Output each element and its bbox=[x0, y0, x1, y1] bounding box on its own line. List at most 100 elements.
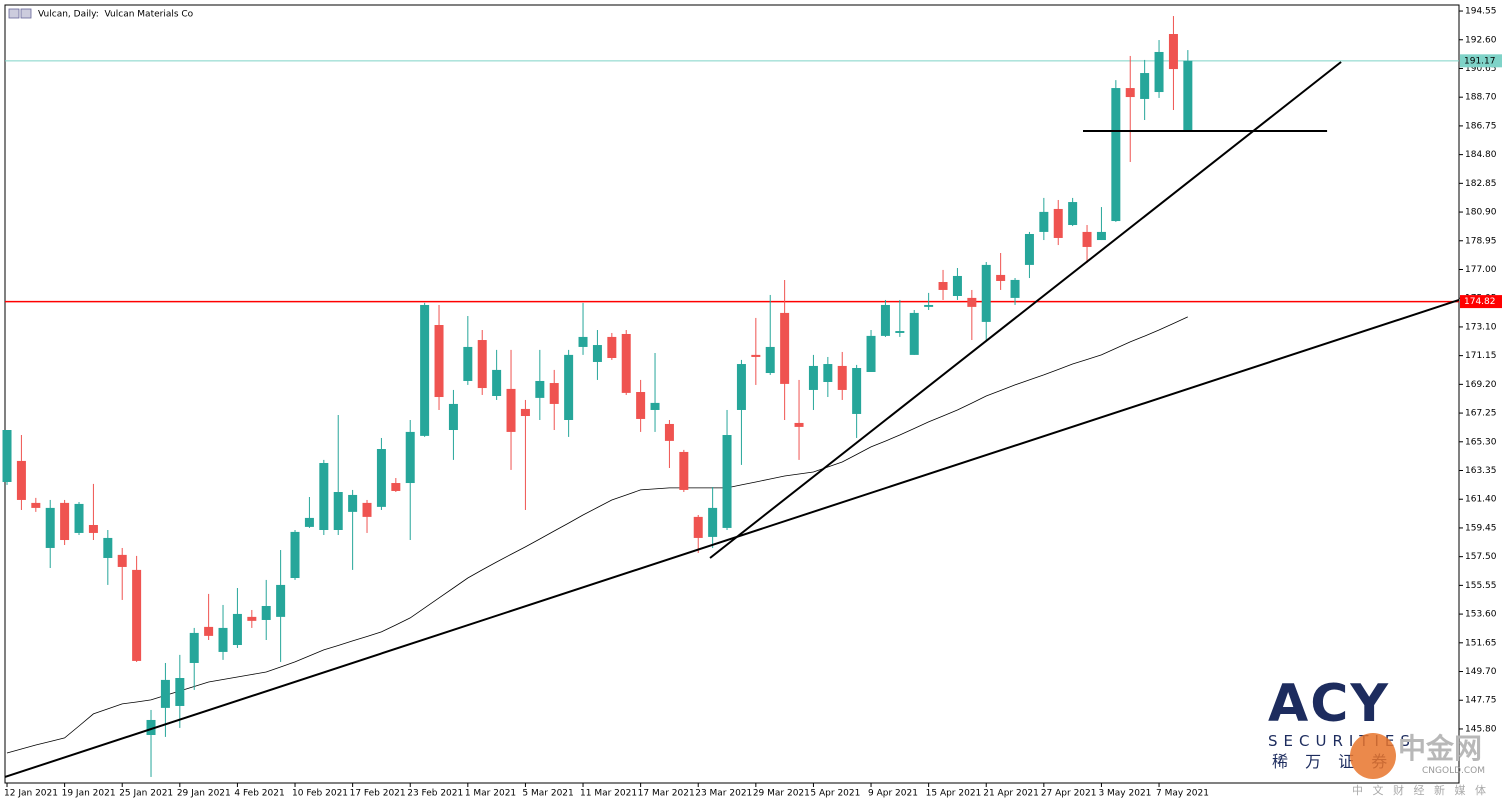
candle-body bbox=[664, 423, 674, 441]
x-tick-label: 15 Apr 2021 bbox=[926, 789, 982, 799]
candle-body bbox=[420, 304, 430, 436]
x-tick-label: 17 Mar 2021 bbox=[638, 789, 695, 799]
candle-body bbox=[535, 380, 545, 398]
candle-body bbox=[218, 627, 228, 652]
price-label: 191.17 bbox=[1464, 56, 1496, 66]
x-tick-label: 4 Feb 2021 bbox=[234, 789, 284, 799]
y-tick-label: 182.85 bbox=[1465, 179, 1497, 189]
candle-body bbox=[1082, 231, 1092, 247]
candle-body bbox=[103, 537, 113, 558]
y-tick-label: 173.10 bbox=[1465, 322, 1497, 332]
candle-body bbox=[88, 524, 98, 533]
candle-body bbox=[391, 483, 401, 491]
candle-body bbox=[448, 403, 458, 431]
candle-body bbox=[952, 275, 962, 296]
candle-body bbox=[232, 613, 242, 646]
candle-body bbox=[319, 462, 329, 530]
candle-body bbox=[333, 492, 343, 530]
candle-body bbox=[823, 364, 833, 382]
candle-body bbox=[1010, 279, 1020, 298]
y-tick-label: 192.60 bbox=[1465, 35, 1497, 45]
watermark-site: 中金网 bbox=[1398, 732, 1483, 765]
candle-body bbox=[852, 368, 862, 414]
candle-body bbox=[909, 312, 919, 355]
y-tick-label: 188.70 bbox=[1465, 93, 1497, 103]
chart-icon bbox=[8, 8, 20, 19]
watermark-slogan: 中 文 财 经 新 媒 体 bbox=[1352, 784, 1489, 797]
candle-body bbox=[592, 345, 602, 362]
candle-body bbox=[434, 325, 444, 398]
candle-body bbox=[204, 626, 214, 636]
price-label-box bbox=[1460, 295, 1502, 309]
candle-body bbox=[160, 679, 170, 708]
y-tick-label: 194.55 bbox=[1465, 7, 1497, 17]
candle-body bbox=[146, 719, 156, 735]
candle-body bbox=[693, 516, 703, 538]
candle-body bbox=[751, 354, 761, 357]
candle-body bbox=[981, 264, 991, 322]
candle-body bbox=[1168, 34, 1178, 70]
candle-body bbox=[708, 507, 718, 537]
x-tick-label: 29 Mar 2021 bbox=[753, 789, 810, 799]
candle-body bbox=[880, 304, 890, 336]
plot-frame bbox=[4, 4, 1460, 784]
y-tick-label: 186.75 bbox=[1465, 121, 1497, 131]
candle-body bbox=[2, 430, 12, 482]
candle-body bbox=[621, 333, 631, 393]
candle-body bbox=[132, 569, 142, 661]
candle-body bbox=[895, 331, 905, 333]
moving-average bbox=[6, 316, 1188, 754]
candle-body bbox=[1024, 233, 1034, 265]
candle-body bbox=[31, 502, 41, 508]
candle-body bbox=[304, 517, 314, 527]
candle-body bbox=[1154, 51, 1164, 93]
candle-body bbox=[996, 274, 1006, 281]
y-tick-label: 163.35 bbox=[1465, 466, 1497, 476]
y-tick-label: 177.00 bbox=[1465, 265, 1497, 275]
watermark-brand: ACY bbox=[1268, 674, 1391, 734]
candle-body bbox=[679, 451, 689, 490]
x-tick-label: 5 Apr 2021 bbox=[810, 789, 860, 799]
y-tick-label: 149.70 bbox=[1465, 667, 1497, 677]
chart-title: Vulcan, Daily: Vulcan Materials Co bbox=[38, 10, 194, 20]
y-tick-label: 178.95 bbox=[1465, 236, 1497, 246]
candle-body bbox=[60, 502, 70, 541]
candle-body bbox=[866, 335, 876, 372]
candle-body bbox=[938, 282, 948, 290]
candle-body bbox=[405, 431, 415, 484]
candle-body bbox=[492, 369, 502, 396]
candle-body bbox=[837, 365, 847, 390]
candle-body bbox=[780, 312, 790, 384]
candle-body bbox=[1053, 208, 1063, 238]
price-label: 174.82 bbox=[1464, 297, 1496, 307]
x-tick-label: 25 Jan 2021 bbox=[119, 789, 173, 799]
candle-body bbox=[261, 605, 271, 620]
x-tick-label: 1 Mar 2021 bbox=[465, 789, 516, 799]
y-tick-label: 184.80 bbox=[1465, 150, 1497, 160]
candle-body bbox=[247, 616, 257, 621]
y-tick-label: 155.55 bbox=[1465, 581, 1497, 591]
candle-body bbox=[1096, 231, 1106, 241]
y-tick-label: 180.90 bbox=[1465, 208, 1497, 218]
candle-body bbox=[1068, 202, 1078, 226]
y-tick-label: 165.30 bbox=[1465, 437, 1497, 447]
candle-body bbox=[45, 507, 55, 548]
candle-body bbox=[16, 460, 26, 500]
candle-body bbox=[175, 678, 185, 706]
price-label-box bbox=[1460, 54, 1502, 68]
x-tick-label: 27 Apr 2021 bbox=[1041, 789, 1097, 799]
candle-body bbox=[722, 435, 732, 528]
candle-body bbox=[967, 297, 977, 307]
candle-body bbox=[607, 336, 617, 358]
x-tick-label: 23 Mar 2021 bbox=[695, 789, 752, 799]
x-tick-label: 19 Jan 2021 bbox=[62, 789, 116, 799]
candle-body bbox=[520, 408, 530, 417]
trendline bbox=[4, 299, 1460, 778]
x-tick-label: 10 Feb 2021 bbox=[292, 789, 348, 799]
candle-body bbox=[1183, 60, 1193, 131]
watermark-url: CNGOLD.COM bbox=[1422, 766, 1486, 776]
candle-body bbox=[348, 494, 358, 512]
candle-body bbox=[808, 365, 818, 390]
